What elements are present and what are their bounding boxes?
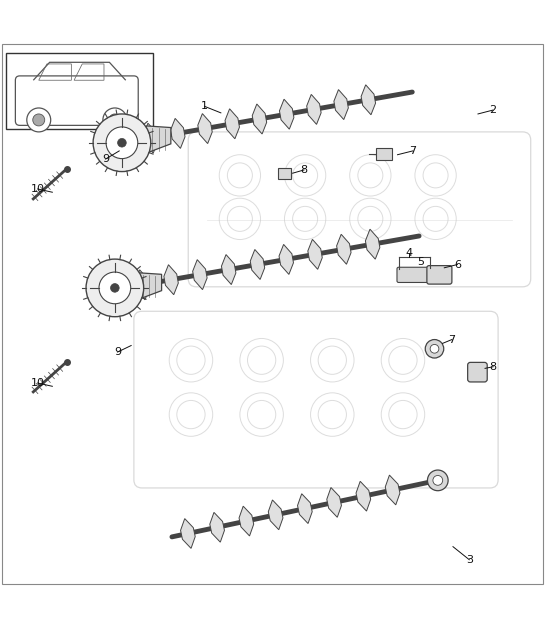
Polygon shape [147,126,171,153]
Polygon shape [327,487,341,517]
Text: 4: 4 [406,248,413,258]
Text: 2: 2 [489,105,496,115]
Circle shape [433,475,443,485]
FancyBboxPatch shape [397,268,432,283]
Polygon shape [361,85,376,115]
Text: 10: 10 [31,184,45,194]
Circle shape [427,470,448,490]
Bar [6,53,153,129]
Circle shape [111,284,119,292]
Text: 7: 7 [409,146,416,156]
Circle shape [109,114,121,126]
Polygon shape [164,265,178,295]
Polygon shape [356,481,371,511]
Polygon shape [135,270,149,300]
Polygon shape [137,273,162,300]
Text: 9: 9 [102,154,109,164]
Text: 8: 8 [489,362,497,372]
Circle shape [33,114,45,126]
Polygon shape [180,519,195,548]
Bar [278,168,291,179]
Polygon shape [250,249,265,279]
Circle shape [86,259,144,317]
Polygon shape [298,494,312,524]
Polygon shape [198,114,212,144]
Polygon shape [385,475,400,505]
Polygon shape [279,244,293,274]
Polygon shape [171,119,185,148]
Circle shape [99,272,131,304]
Polygon shape [225,109,239,139]
Circle shape [27,108,51,132]
Text: 10: 10 [31,378,45,388]
Polygon shape [280,99,294,129]
Circle shape [425,340,444,358]
FancyBboxPatch shape [468,362,487,382]
Polygon shape [334,90,348,119]
Polygon shape [365,229,380,259]
FancyBboxPatch shape [427,266,452,284]
Polygon shape [337,234,351,264]
Polygon shape [221,254,236,284]
Text: 3: 3 [466,555,473,565]
Polygon shape [210,512,225,542]
Bar [376,148,392,160]
Text: 9: 9 [114,347,121,357]
Circle shape [118,138,126,147]
Text: 5: 5 [417,257,424,267]
Circle shape [103,108,127,132]
Polygon shape [307,94,321,124]
Text: 7: 7 [449,335,456,345]
Polygon shape [239,506,254,536]
Text: 8: 8 [300,165,307,175]
Circle shape [430,344,439,353]
Polygon shape [193,259,207,290]
Text: 6: 6 [454,259,461,269]
Circle shape [93,114,151,171]
Polygon shape [143,123,158,153]
FancyBboxPatch shape [15,76,138,126]
Polygon shape [252,104,267,134]
Polygon shape [268,500,283,530]
Circle shape [106,127,138,159]
Polygon shape [308,239,322,269]
Text: 1: 1 [201,101,208,111]
